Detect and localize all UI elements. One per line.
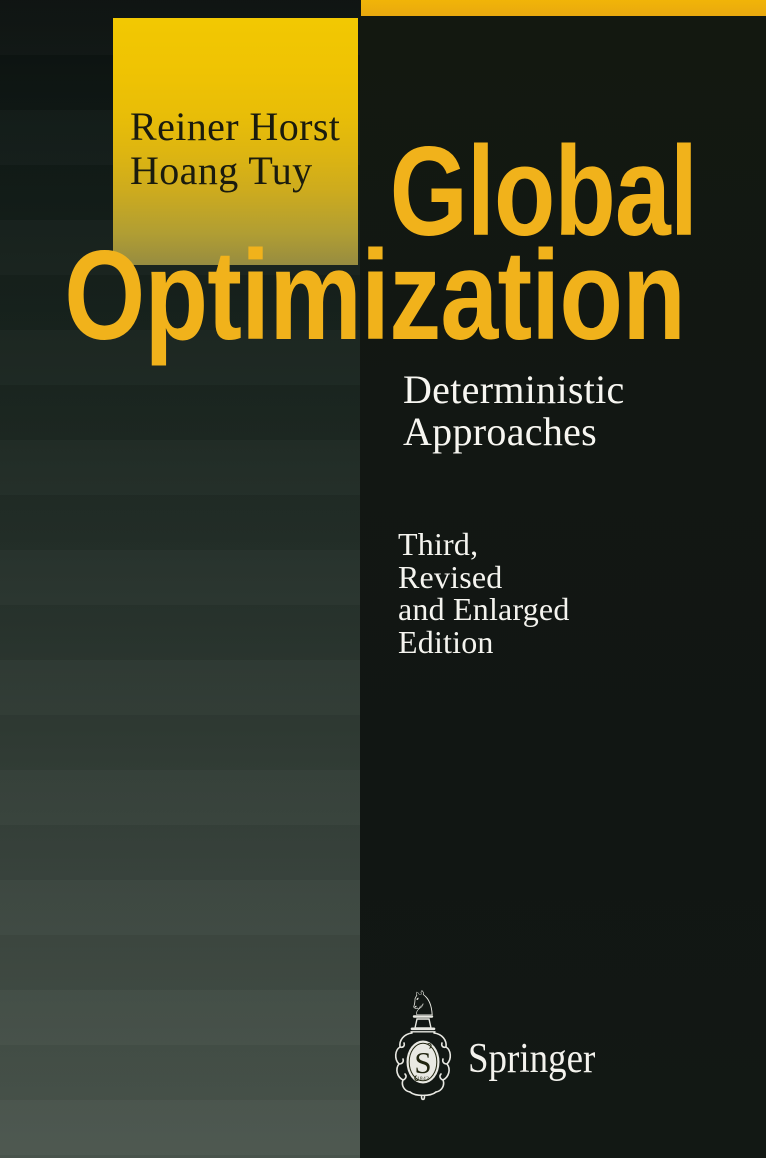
knight-glyph: ♘: [408, 986, 438, 1024]
book-subtitle: Deterministic Approaches: [403, 369, 625, 453]
crest-monogram: S: [414, 1045, 431, 1080]
crest-oval: [406, 1040, 440, 1084]
top-yellow-strip: [361, 0, 766, 16]
subtitle-line-1: Deterministic: [403, 367, 625, 412]
edition-line-3: and Enlarged: [398, 591, 570, 627]
crest-pedestal: [410, 1015, 436, 1033]
author-name-1: Reiner Horst: [130, 104, 341, 149]
subtitle-line-2: Approaches: [403, 409, 598, 454]
title-line-2: Optimization: [64, 224, 686, 366]
edition-info: Third, Revised and Enlarged Edition: [398, 528, 570, 658]
publisher-name: Springer: [468, 1036, 596, 1082]
title-line-1: Global: [389, 120, 698, 262]
author-name-2: Hoang Tuy: [130, 147, 313, 193]
edition-line-4: Edition: [398, 623, 494, 660]
author-box: [113, 18, 358, 265]
edition-line-1: Third,: [398, 526, 479, 562]
springer-knight-crest-icon: ♘ S 1842: [394, 986, 452, 1101]
right-dark-panel: [360, 0, 766, 1158]
crest-year: 1842: [417, 1076, 430, 1082]
edition-line-2: Revised: [398, 558, 503, 595]
crest-flourishes: [394, 1032, 452, 1101]
author-names: Reiner Horst Hoang Tuy: [130, 105, 340, 192]
